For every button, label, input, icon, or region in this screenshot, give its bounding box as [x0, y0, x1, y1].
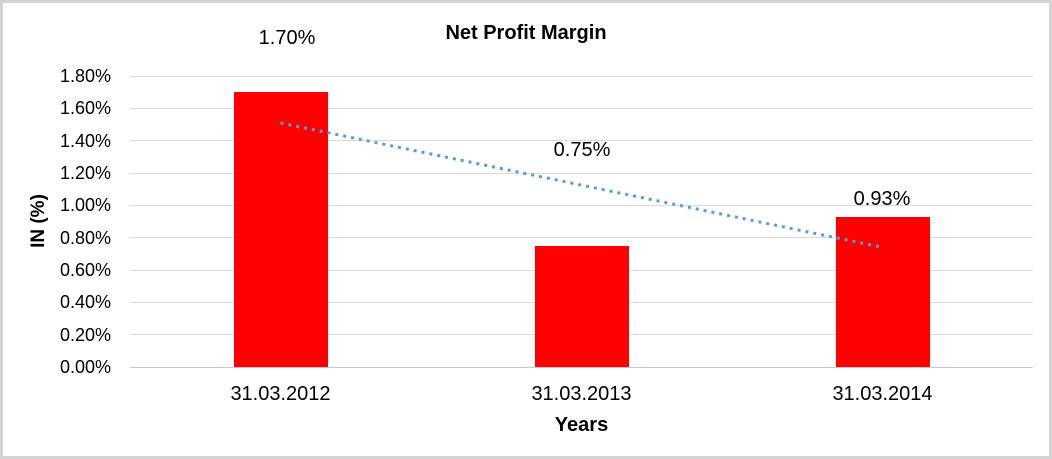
- gridline: [130, 140, 1033, 142]
- gridline: [130, 204, 1033, 206]
- x-tick-label: 31.03.2013: [531, 383, 632, 405]
- trendline-path: [280, 121, 883, 249]
- gridline: [130, 237, 1033, 239]
- gridline: [130, 366, 1033, 368]
- x-tick-label: 31.03.2014: [832, 383, 933, 405]
- y-tick-label: 0.20%: [59, 324, 111, 345]
- x-axis-title: Years: [554, 414, 609, 436]
- gridline: [130, 172, 1033, 174]
- bar-31.03.2013: [534, 245, 629, 367]
- gridline: [130, 107, 1033, 109]
- y-tick-label: 0.00%: [59, 357, 111, 377]
- data-label: 0.93%: [853, 188, 911, 210]
- data-label: 1.70%: [258, 27, 316, 49]
- y-tick-label: 1.60%: [59, 98, 111, 119]
- y-tick-label: 0.60%: [59, 260, 111, 280]
- trendline: [280, 121, 883, 249]
- plot-area: [130, 75, 1033, 368]
- bar-31.03.2014: [835, 216, 930, 367]
- y-tick-label: 1.20%: [59, 163, 111, 183]
- y-tick-label: 1.00%: [59, 195, 111, 216]
- y-tick-label: 0.40%: [59, 292, 111, 313]
- y-tick-label: 1.80%: [59, 66, 111, 86]
- x-tick-label: 31.03.2012: [230, 383, 331, 405]
- data-label: 0.75%: [553, 139, 611, 161]
- bar-31.03.2012: [233, 92, 328, 367]
- chart-title: Net Profit Margin: [445, 22, 607, 44]
- gridline: [130, 75, 1033, 77]
- y-tick-label: 0.80%: [59, 227, 111, 248]
- y-tick-label: 1.40%: [59, 130, 111, 151]
